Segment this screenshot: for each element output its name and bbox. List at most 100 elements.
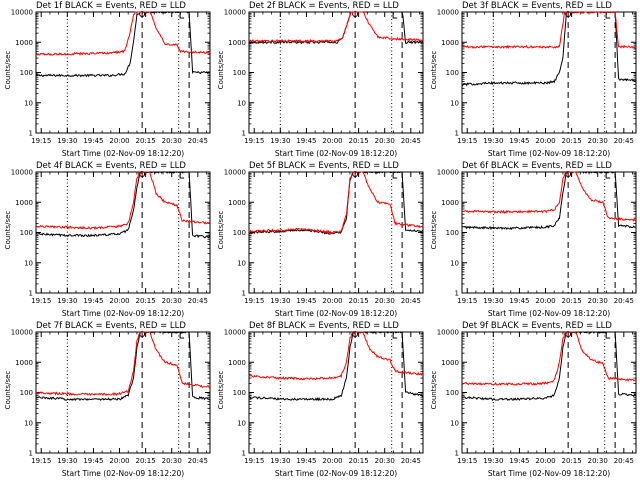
- x-tick-label: 19:30: [270, 137, 290, 145]
- x-tick-label: 19:45: [296, 297, 316, 305]
- y-tick-label: 1000: [228, 199, 246, 207]
- x-tick-label: 19:45: [509, 297, 529, 305]
- y-axis-label: Counts/sec: [430, 210, 438, 250]
- x-tick-label: 20:15: [136, 457, 156, 465]
- x-tick-label: 19:15: [244, 137, 264, 145]
- x-tick-label: 20:30: [588, 137, 608, 145]
- events-series-line: [461, 170, 637, 231]
- panel-title: Det 5f BLACK = Events, RED = LLD: [249, 161, 399, 171]
- x-tick-label: 20:15: [349, 457, 369, 465]
- x-tick-label: 20:30: [588, 457, 608, 465]
- interval-end-marker: [605, 172, 611, 179]
- detector-panel: 1 10 100 1000 10000 19:15 19:30 19:45 20:00 20:15…: [426, 0, 639, 160]
- x-tick-label: 20:30: [162, 137, 182, 145]
- x-tick-label: 19:45: [296, 137, 316, 145]
- y-tick-label: 10: [450, 259, 459, 267]
- y-tick-label: 100: [20, 229, 33, 237]
- y-axis-label: Counts/sec: [4, 210, 12, 250]
- y-tick-label: 10000: [11, 9, 33, 17]
- x-axis-label: Start Time (02-Nov-09 18:12:20): [487, 309, 611, 318]
- x-tick-label: 20:45: [614, 137, 634, 145]
- x-tick-label: 19:15: [31, 297, 51, 305]
- x-tick-label: 20:30: [588, 297, 608, 305]
- events-series-line: [35, 170, 211, 239]
- y-tick-label: 10000: [437, 169, 459, 177]
- x-tick-label: 20:30: [162, 457, 182, 465]
- x-tick-label: 19:15: [244, 457, 264, 465]
- panel-title: Det 3f BLACK = Events, RED = LLD: [462, 1, 612, 11]
- x-tick-label: 19:45: [509, 137, 529, 145]
- x-tick-label: 20:00: [109, 137, 129, 145]
- x-tick-label: 20:45: [614, 297, 634, 305]
- x-tick-label: 19:45: [83, 457, 103, 465]
- x-axis-label: Start Time (02-Nov-09 18:12:20): [274, 149, 398, 158]
- y-tick-label: 1: [242, 450, 246, 458]
- panel-title: Det 6f BLACK = Events, RED = LLD: [462, 161, 612, 171]
- panel-title: Det 9f BLACK = Events, RED = LLD: [462, 321, 612, 331]
- panel-title: Det 8f BLACK = Events, RED = LLD: [249, 321, 399, 331]
- x-tick-label: 20:00: [535, 137, 555, 145]
- y-tick-label: 1000: [441, 359, 459, 367]
- x-axis-label: Start Time (02-Nov-09 18:12:20): [274, 469, 398, 478]
- plot-frame: [248, 331, 424, 454]
- events-series-line: [248, 171, 424, 235]
- x-tick-label: 19:30: [483, 297, 503, 305]
- x-tick-label: 19:15: [457, 137, 477, 145]
- x-tick-label: 20:00: [109, 297, 129, 305]
- plot-frame: [461, 331, 637, 454]
- events-series-line: [248, 330, 424, 402]
- y-tick-label: 1: [242, 290, 246, 298]
- lld-series-line: [461, 171, 637, 222]
- y-tick-label: 10000: [224, 9, 246, 17]
- y-tick-label: 10: [24, 259, 33, 267]
- y-tick-label: 10: [237, 99, 246, 107]
- panel-title: Det 7f BLACK = Events, RED = LLD: [36, 321, 186, 331]
- lld-series-line: [35, 171, 211, 231]
- x-tick-label: 19:15: [457, 297, 477, 305]
- y-tick-label: 100: [20, 69, 33, 77]
- plot-frame: [461, 11, 637, 134]
- y-tick-label: 10000: [224, 169, 246, 177]
- events-series-line: [248, 11, 424, 45]
- detector-panel: 1 10 100 1000 10000 19:15 19:30 19:45 20:00 20:15…: [426, 320, 639, 480]
- x-tick-label: 19:15: [31, 457, 51, 465]
- y-tick-label: 100: [233, 389, 246, 397]
- x-tick-label: 19:30: [57, 297, 77, 305]
- y-tick-label: 10: [24, 419, 33, 427]
- y-tick-label: 1: [242, 130, 246, 138]
- y-tick-label: 1: [455, 130, 459, 138]
- y-tick-label: 1000: [15, 359, 33, 367]
- y-tick-label: 1000: [228, 39, 246, 47]
- y-tick-label: 100: [20, 389, 33, 397]
- y-tick-label: 1: [29, 130, 33, 138]
- panel-plot: 1 10 100 1000 10000 19:15 19:30 19:45 20:00 20:15…: [11, 169, 211, 305]
- y-tick-label: 1000: [441, 199, 459, 207]
- panel-plot: 1 10 100 1000 10000 19:15 19:30 19:45 20:00 20:15…: [437, 329, 637, 465]
- y-axis-label: Counts/sec: [430, 370, 438, 410]
- x-tick-label: 20:45: [401, 457, 421, 465]
- events-series-line: [35, 331, 211, 402]
- x-tick-label: 20:00: [535, 297, 555, 305]
- x-tick-label: 19:15: [31, 137, 51, 145]
- lld-series-line: [461, 11, 637, 50]
- panel-title: Det 1f BLACK = Events, RED = LLD: [36, 1, 186, 11]
- events-series-line: [461, 11, 637, 87]
- interval-end-marker: [392, 332, 398, 339]
- x-tick-label: 20:00: [535, 457, 555, 465]
- plot-frame: [35, 11, 211, 134]
- y-tick-label: 10000: [437, 329, 459, 337]
- events-series-line: [461, 331, 637, 401]
- panel-title: Det 2f BLACK = Events, RED = LLD: [249, 1, 399, 11]
- x-tick-label: 19:45: [296, 457, 316, 465]
- x-tick-label: 20:30: [375, 137, 395, 145]
- interval-end-marker: [179, 172, 185, 179]
- y-tick-label: 1: [29, 290, 33, 298]
- panel-plot: 1 10 100 1000 10000 19:15 19:30 19:45 20:00 20:15…: [437, 169, 637, 305]
- x-tick-label: 19:45: [509, 457, 529, 465]
- y-tick-label: 100: [446, 389, 459, 397]
- y-tick-label: 10: [237, 419, 246, 427]
- y-tick-label: 10000: [224, 329, 246, 337]
- x-tick-label: 19:45: [83, 137, 103, 145]
- y-tick-label: 1000: [15, 199, 33, 207]
- plot-frame: [461, 171, 637, 294]
